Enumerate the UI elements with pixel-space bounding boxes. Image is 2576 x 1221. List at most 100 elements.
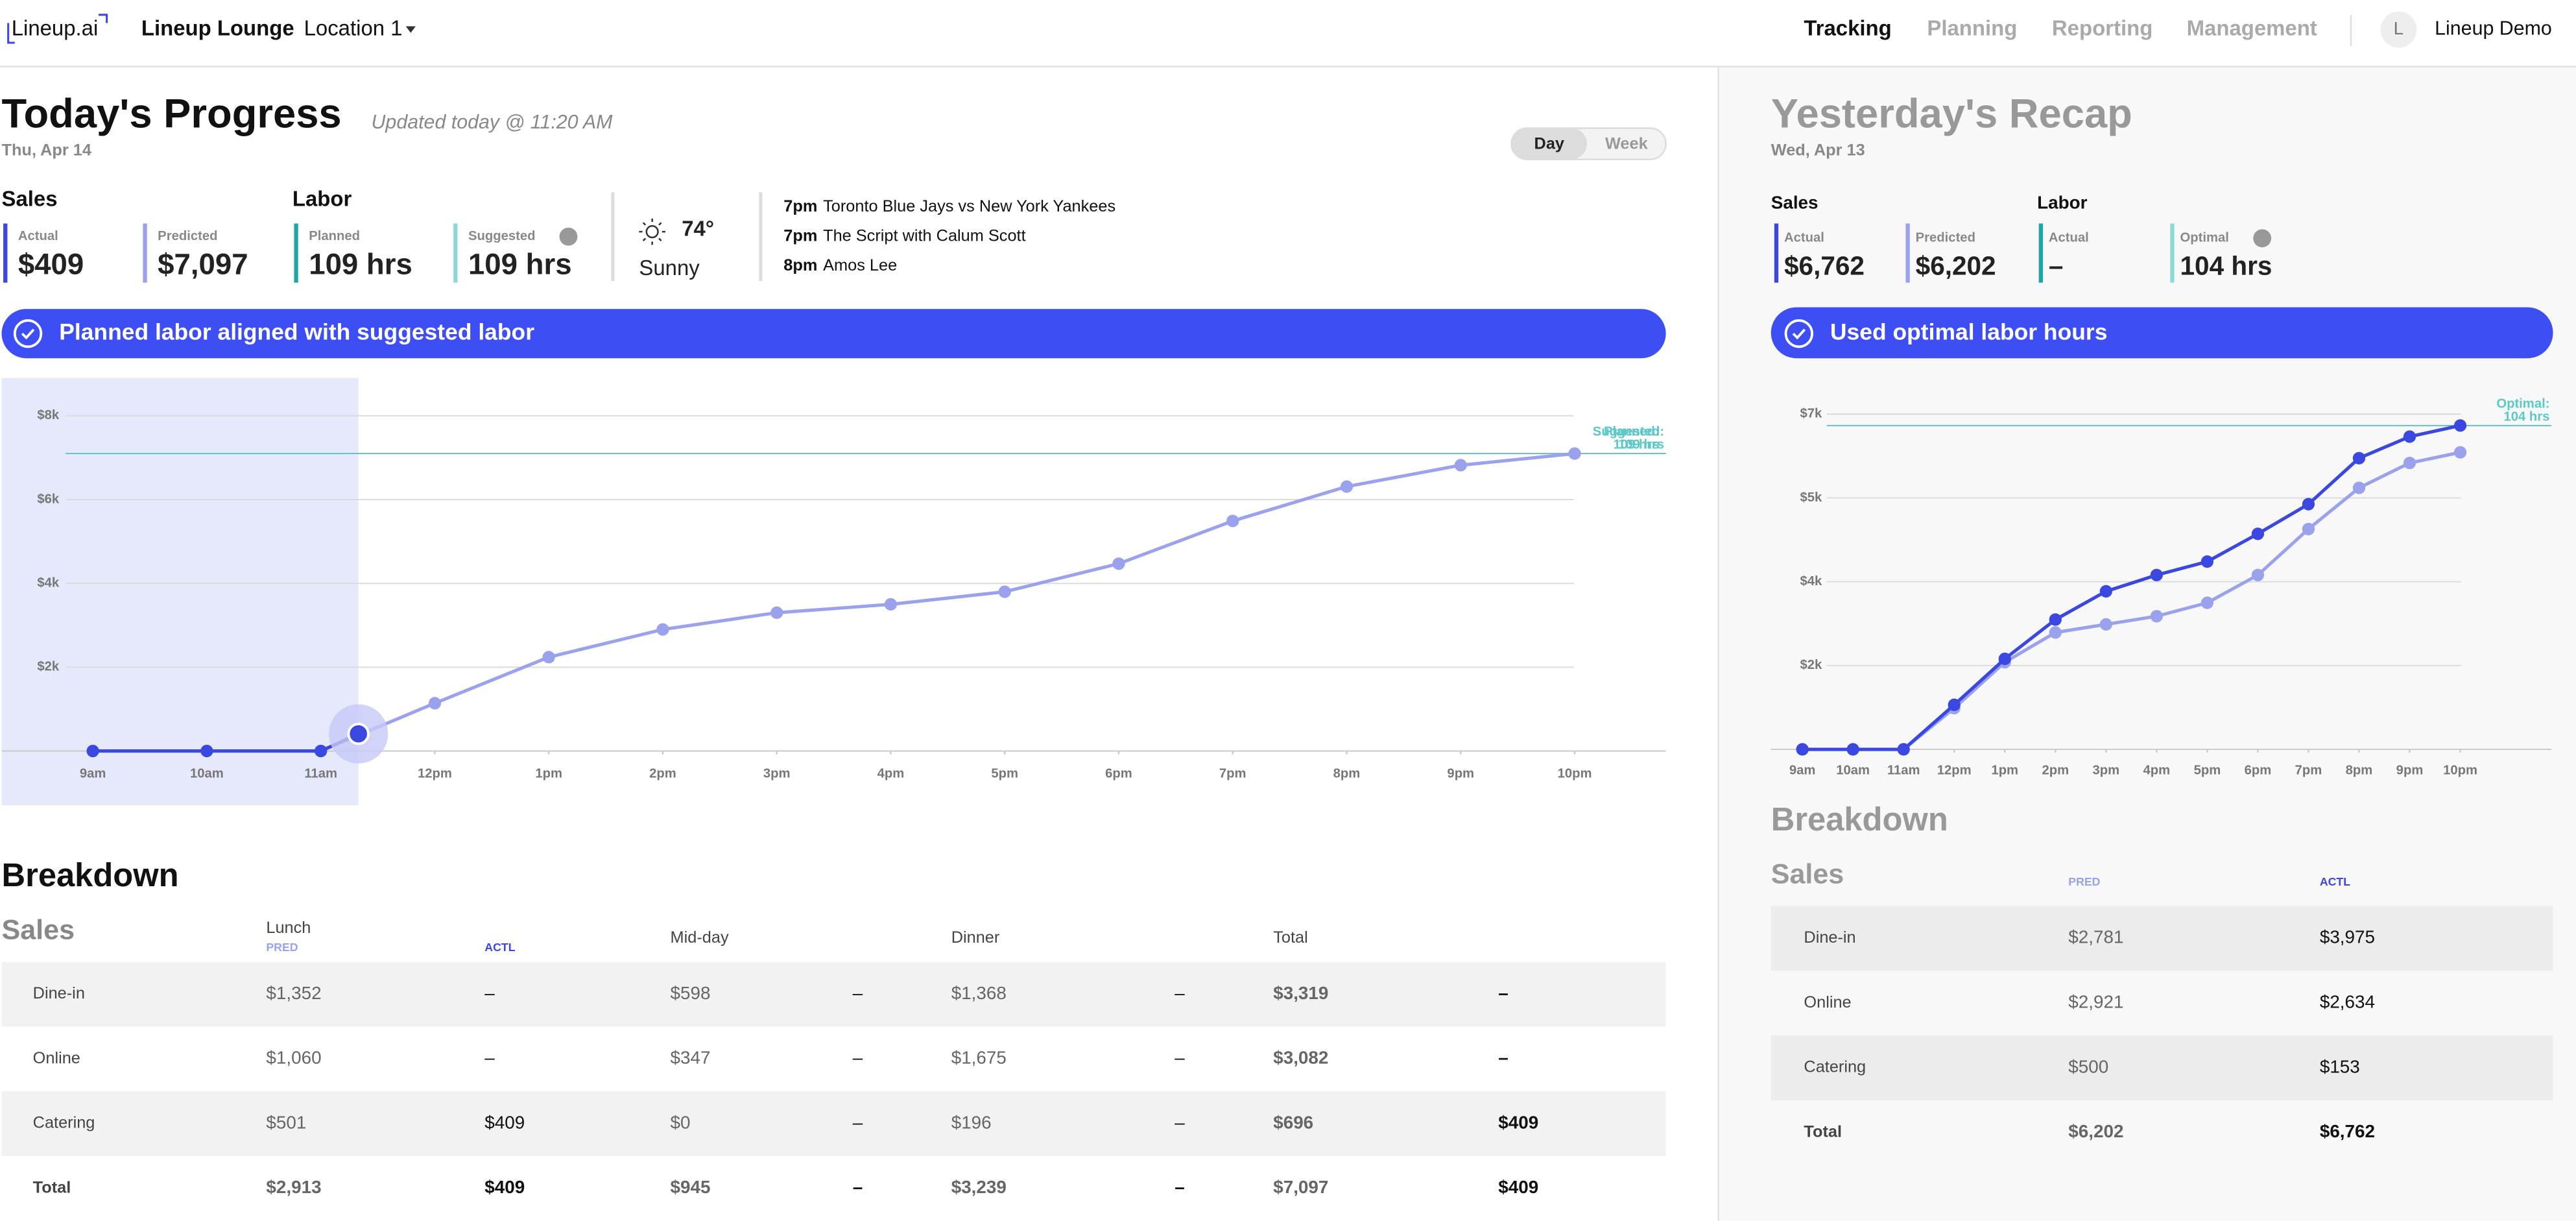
- column-subheader: PRED: [266, 941, 298, 954]
- info-icon[interactable]: [559, 227, 578, 246]
- stat-value: $409: [18, 247, 84, 280]
- stat-value: $7,097: [158, 247, 248, 280]
- stat-bar: [1774, 223, 1779, 283]
- sun-icon: [639, 218, 665, 245]
- table-cell: $2,913: [266, 1177, 321, 1197]
- stat-bar: [294, 223, 298, 283]
- caret: [405, 26, 416, 33]
- check-icon: [1792, 328, 1806, 340]
- x-tick-label: 9pm: [2396, 763, 2424, 777]
- stat-value: $6,202: [1916, 251, 1996, 281]
- logo-mark: [98, 14, 108, 23]
- avatar-initial: L: [2394, 18, 2404, 38]
- past-shade: [1, 378, 359, 806]
- table-cell: Online: [1804, 993, 1851, 1011]
- data-point: [542, 651, 555, 664]
- table-cell: –: [853, 983, 863, 1003]
- stat-label: Planned: [309, 229, 360, 243]
- data-point: [200, 744, 213, 758]
- banner-text: Used optimal labor hours: [1830, 319, 2107, 345]
- event-name: Amos Lee: [823, 256, 897, 274]
- avatar[interactable]: [2380, 11, 2417, 48]
- nav-tab[interactable]: Reporting: [2052, 16, 2153, 40]
- y-tick-label: $2k: [1800, 658, 1822, 672]
- restaurant-name: Lineup Lounge: [141, 16, 294, 40]
- reference-label: 109 hrs: [1618, 438, 1664, 452]
- user-name[interactable]: Lineup Demo: [2435, 18, 2552, 40]
- event-name: The Script with Calum Scott: [823, 226, 1025, 245]
- info-icon[interactable]: [2253, 229, 2272, 248]
- event-time: 7pm: [783, 226, 817, 245]
- y-tick-label: $7k: [1800, 407, 1822, 421]
- data-point: [1226, 514, 1239, 527]
- data-point: [998, 585, 1011, 598]
- series-line: [1802, 424, 2461, 751]
- x-tick-label: 12pm: [1937, 763, 1972, 777]
- table-row: [1, 1091, 1666, 1156]
- nav-tab[interactable]: Planning: [1927, 16, 2017, 40]
- table-row: [1771, 906, 2553, 971]
- page-title: Yesterday's Recap: [1771, 91, 2132, 137]
- y-tick-label: $8k: [37, 408, 60, 422]
- section-title: Breakdown: [2, 856, 179, 893]
- data-point: [428, 697, 442, 710]
- table-cell: –: [1175, 1177, 1185, 1197]
- x-tick-label: 7pm: [1219, 766, 1246, 780]
- table-cell: $2,921: [2068, 991, 2123, 1011]
- x-tick-label: 11am: [1887, 763, 1920, 777]
- event-time: 7pm: [783, 197, 817, 215]
- table-cell: Catering: [1804, 1058, 1866, 1076]
- column-header: Total: [1273, 928, 1308, 947]
- reference-label: Planned:: [1604, 424, 1660, 439]
- toggle-option[interactable]: Day: [1534, 135, 1564, 153]
- stat-label: Suggested: [468, 229, 536, 243]
- data-point: [1112, 557, 1125, 570]
- stat-bar: [3, 223, 8, 283]
- data-point: [2352, 481, 2366, 494]
- table-cell: Total: [1804, 1122, 1842, 1141]
- section-heading: Sales: [2, 187, 58, 211]
- column-subheader: PRED: [2068, 875, 2100, 888]
- table-cell: $7,097: [1273, 1177, 1328, 1197]
- toggle-option[interactable]: Week: [1605, 135, 1649, 153]
- table-cell: $500: [2068, 1056, 2108, 1076]
- check-icon: [1784, 319, 1813, 348]
- reference-label: 104 hrs: [2504, 410, 2550, 424]
- x-tick-label: 10pm: [2443, 763, 2477, 777]
- reference-label: Optimal:: [2496, 396, 2549, 411]
- stat-bar: [1905, 223, 1910, 283]
- x-tick-label: 10am: [1836, 763, 1870, 777]
- x-tick-label: 3pm: [2093, 763, 2120, 777]
- table-cell: –: [853, 1048, 863, 1068]
- table-cell: $409: [1498, 1177, 1538, 1197]
- toggle-active[interactable]: [1511, 128, 1588, 160]
- check-icon: [21, 328, 35, 340]
- data-point: [2453, 419, 2467, 432]
- table-cell: –: [1498, 983, 1509, 1003]
- data-point: [1998, 652, 2011, 666]
- table-cell: Catering: [33, 1114, 95, 1132]
- location-selector[interactable]: Location 1: [304, 16, 403, 40]
- x-tick-label: 10am: [190, 766, 224, 780]
- x-tick-label: 10pm: [1558, 766, 1592, 780]
- nav-tab[interactable]: Management: [2187, 16, 2317, 40]
- table-row: [1771, 1035, 2553, 1100]
- x-tick-label: 8pm: [2346, 763, 2373, 777]
- table-cell: $1,352: [266, 983, 321, 1003]
- nav-tab[interactable]: Tracking: [1804, 16, 1891, 40]
- table-cell: $1,675: [951, 1048, 1007, 1068]
- section-title: Breakdown: [1771, 801, 1948, 838]
- x-tick-label: 12pm: [418, 766, 452, 780]
- section-heading: Sales: [1771, 192, 1819, 212]
- section-subtitle: Sales: [1771, 858, 1844, 889]
- table-cell: $347: [671, 1048, 711, 1068]
- check-icon: [13, 319, 43, 348]
- data-point: [2302, 522, 2315, 536]
- table-cell: $0: [671, 1112, 691, 1132]
- y-tick-label: $6k: [37, 492, 60, 506]
- data-point: [2200, 596, 2214, 609]
- table-cell: $598: [671, 983, 711, 1003]
- y-tick-label: $2k: [37, 660, 60, 674]
